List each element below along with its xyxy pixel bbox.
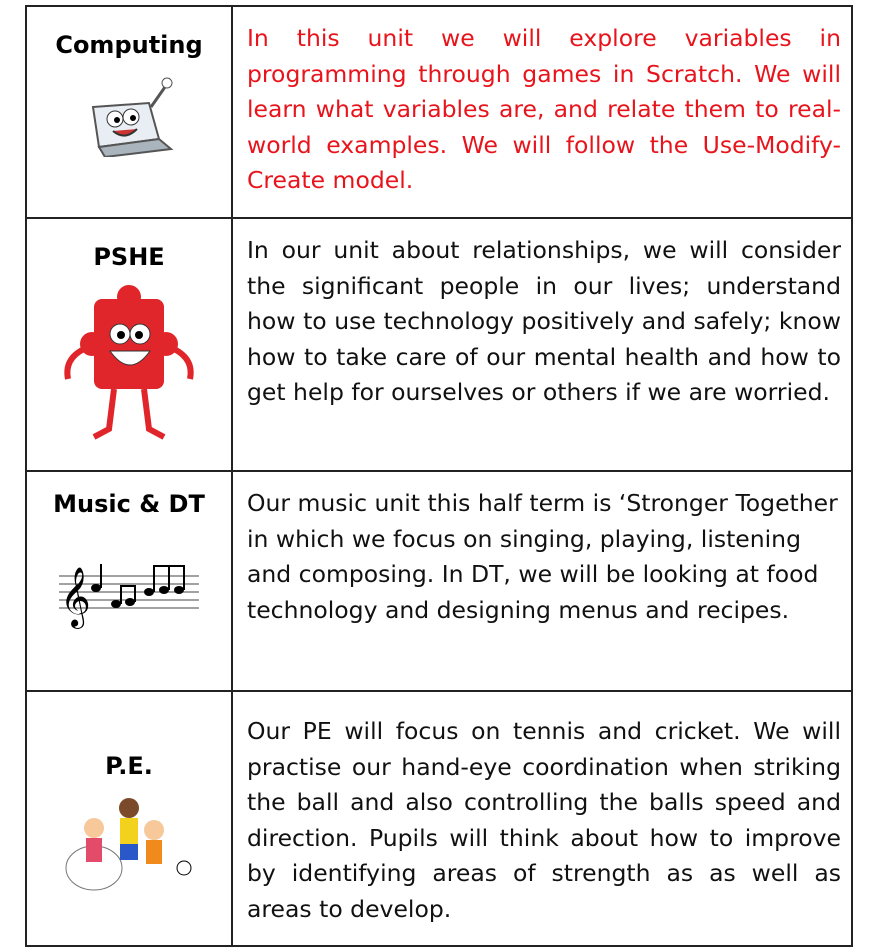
- music-notes-icon: 𝄞: [59, 564, 199, 629]
- subject-table: Computing In this unit we will explore v…: [25, 5, 853, 947]
- puzzle-icon: [64, 285, 194, 440]
- subject-cell: P.E.: [25, 690, 233, 947]
- subject-name: Computing: [55, 31, 203, 59]
- subject-name: PSHE: [93, 243, 165, 271]
- subject-text: Our PE will focus on tennis and cricket.…: [231, 690, 853, 947]
- row: PSHE In our unit about relationships, we…: [25, 217, 853, 472]
- subject-cell: Music & DT 𝄞: [25, 470, 233, 692]
- row: P.E. Our PE will focus on tennis and cri…: [25, 690, 853, 947]
- subject-text: Our music unit this half term is ‘Strong…: [231, 470, 853, 692]
- subject-text: In our unit about relationships, we will…: [231, 217, 853, 472]
- subject-cell: Computing: [25, 5, 233, 219]
- row: Music & DT 𝄞 Our music unit this half te…: [25, 470, 853, 692]
- row: Computing In this unit we will explore v…: [25, 5, 853, 219]
- subject-name: Music & DT: [53, 490, 205, 518]
- subject-cell: PSHE: [25, 217, 233, 472]
- children-icon: [65, 798, 192, 891]
- laptop-icon: [91, 77, 174, 157]
- subject-text: In this unit we will explore variables i…: [231, 5, 853, 219]
- subject-name: P.E.: [105, 752, 153, 780]
- svg-text:𝄞: 𝄞: [60, 567, 91, 629]
